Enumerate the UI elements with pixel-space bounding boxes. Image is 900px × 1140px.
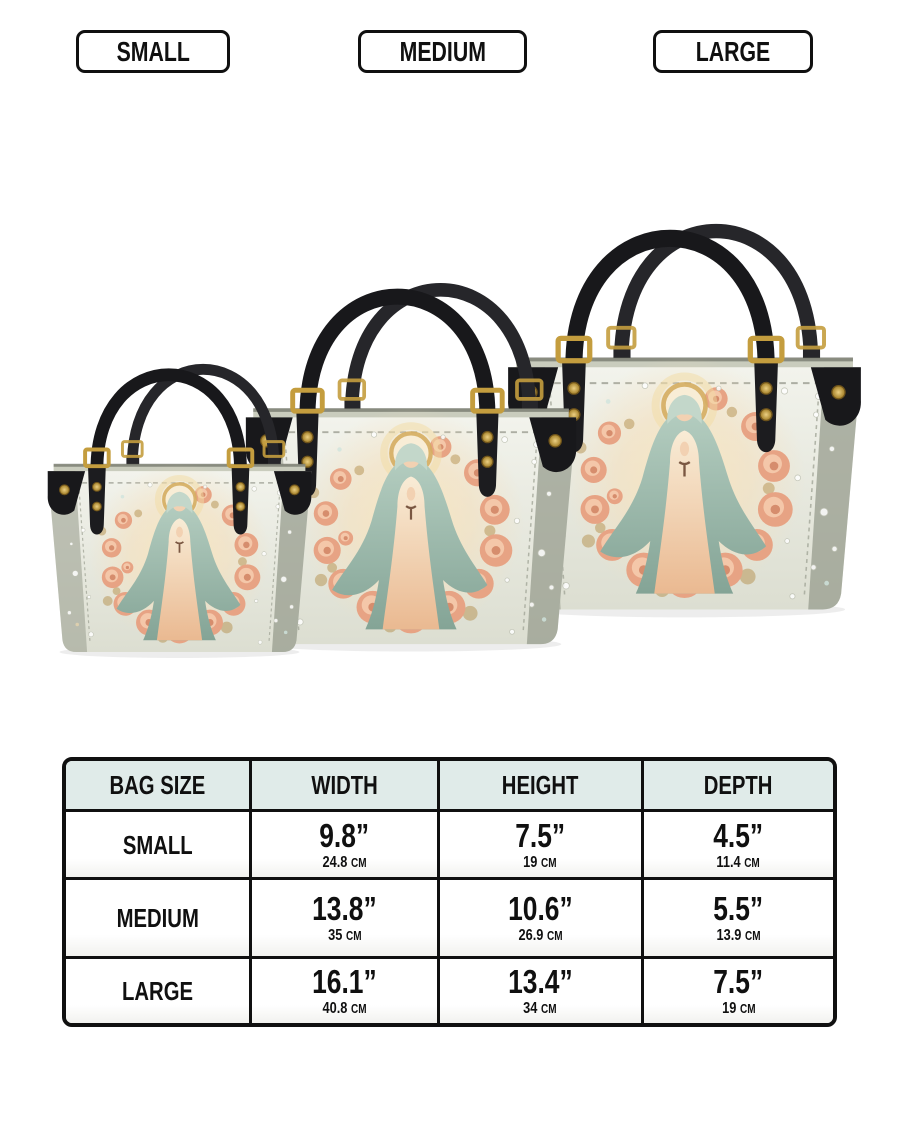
row-medium-height: 10.6” 26.9 CM: [439, 880, 644, 959]
size-tag-small-label: SMALL: [116, 35, 190, 67]
size-tag-medium: MEDIUM: [358, 30, 527, 73]
row-medium-size: MEDIUM: [66, 880, 253, 959]
size-tag-large: LARGE: [653, 30, 813, 73]
row-large-size: LARGE: [66, 959, 253, 1023]
size-tag-medium-label: MEDIUM: [399, 35, 486, 67]
row-small-depth: 4.5” 11.4 CM: [643, 812, 833, 880]
row-medium-width: 13.8” 35 CM: [252, 880, 440, 959]
table-header-width: WIDTH: [252, 761, 440, 812]
row-medium-depth: 5.5” 13.9 CM: [643, 880, 833, 959]
table-header-depth: DEPTH: [643, 761, 833, 812]
row-small-height: 7.5” 19 CM: [439, 812, 644, 880]
row-small-size: SMALL: [66, 812, 253, 880]
row-large-width: 16.1” 40.8 CM: [252, 959, 440, 1023]
size-tag-small: SMALL: [76, 30, 230, 73]
row-large-height: 13.4” 34 CM: [439, 959, 644, 1023]
size-table: BAG SIZE WIDTH HEIGHT DEPTH SMALL 9.8” 2…: [62, 757, 837, 1027]
table-header-height: HEIGHT: [439, 761, 644, 812]
row-small-width: 9.8” 24.8 CM: [252, 812, 440, 880]
row-large-depth: 7.5” 19 CM: [643, 959, 833, 1023]
bags-illustration: [0, 95, 900, 695]
table-header-bag-size: BAG SIZE: [66, 761, 253, 812]
size-tag-large-label: LARGE: [695, 35, 771, 67]
